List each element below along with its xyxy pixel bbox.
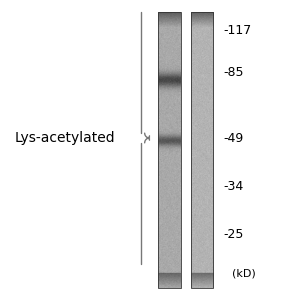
Bar <box>191 12 213 288</box>
Text: (kD): (kD) <box>232 268 256 278</box>
Text: -117: -117 <box>223 23 252 37</box>
Text: -85: -85 <box>223 65 244 79</box>
Text: -34: -34 <box>223 179 244 193</box>
Text: -49: -49 <box>223 131 244 145</box>
Text: -25: -25 <box>223 227 244 241</box>
Text: Lys-acetylated: Lys-acetylated <box>15 131 115 145</box>
Bar <box>158 12 181 288</box>
